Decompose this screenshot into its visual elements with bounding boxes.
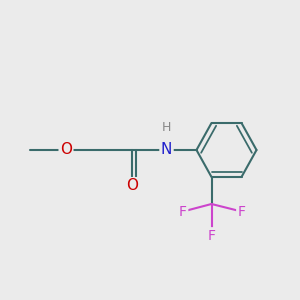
Text: O: O [126, 178, 138, 194]
Text: O: O [60, 142, 72, 158]
Text: N: N [161, 142, 172, 158]
Text: F: F [238, 205, 245, 218]
Text: F: F [179, 205, 187, 218]
Text: H: H [162, 121, 171, 134]
Text: F: F [208, 229, 215, 242]
